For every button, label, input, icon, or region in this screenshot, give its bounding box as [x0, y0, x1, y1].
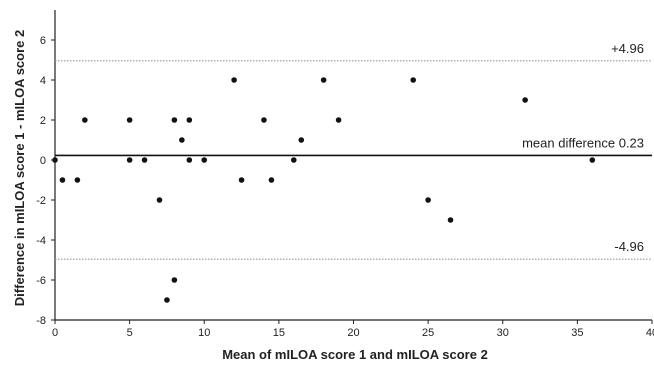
reference-line-label: mean difference 0.23 — [522, 135, 644, 150]
x-tick-label: 30 — [497, 327, 509, 339]
y-tick-label: 4 — [40, 75, 46, 87]
data-point — [320, 77, 327, 83]
data-point — [410, 77, 417, 83]
data-point — [126, 157, 133, 163]
x-tick-label: 20 — [347, 327, 359, 339]
y-tick-label: 6 — [40, 35, 46, 47]
data-point — [201, 157, 208, 163]
x-tick-label: 25 — [422, 327, 434, 339]
data-point — [589, 157, 596, 163]
x-tick-label: 5 — [127, 327, 133, 339]
data-point — [186, 117, 193, 123]
data-point — [171, 277, 178, 283]
data-point — [171, 117, 178, 123]
x-tick-label: 40 — [646, 327, 654, 339]
data-point — [126, 117, 133, 123]
data-point — [298, 137, 305, 143]
y-tick-label: -2 — [36, 195, 46, 207]
data-point — [74, 177, 81, 183]
data-point — [156, 197, 163, 203]
y-axis-ticks: 6 4 2 0 -2 -4 -6 -8 — [36, 35, 55, 327]
data-point — [59, 177, 66, 183]
data-point — [261, 117, 267, 123]
x-tick-label: 10 — [198, 327, 210, 339]
y-tick-label: 2 — [40, 115, 46, 127]
x-tick-label: 35 — [571, 327, 583, 339]
y-tick-label: -4 — [36, 235, 46, 247]
data-points — [52, 77, 596, 303]
data-point — [164, 297, 170, 303]
y-tick-label: 0 — [40, 155, 46, 167]
y-tick-label: -8 — [36, 315, 46, 327]
data-point — [179, 137, 185, 143]
data-point — [335, 117, 342, 123]
reference-line-label: +4.96 — [611, 41, 644, 56]
y-tick-label: -6 — [36, 275, 46, 287]
y-axis-title: Difference in mILOA score 1 - mILOA scor… — [12, 30, 27, 306]
data-point — [268, 177, 275, 183]
reference-line-label: -4.96 — [614, 239, 644, 254]
data-point — [447, 217, 454, 223]
x-tick-label: 15 — [273, 327, 285, 339]
data-point — [141, 157, 148, 163]
x-tick-label: 0 — [52, 327, 58, 339]
plot-frame — [54, 10, 652, 321]
x-axis-ticks: 0 5 10 15 20 25 30 35 40 — [52, 320, 654, 339]
data-point — [238, 177, 245, 183]
data-point — [425, 197, 431, 203]
x-axis-title: Mean of mILOA score 1 and mILOA score 2 — [222, 347, 488, 362]
data-point — [231, 77, 237, 83]
data-point — [522, 97, 528, 103]
data-point — [291, 157, 297, 163]
data-point — [186, 157, 193, 163]
reference-lines: +4.96 mean difference 0.23 -4.96 — [55, 41, 652, 260]
data-point — [82, 117, 88, 123]
